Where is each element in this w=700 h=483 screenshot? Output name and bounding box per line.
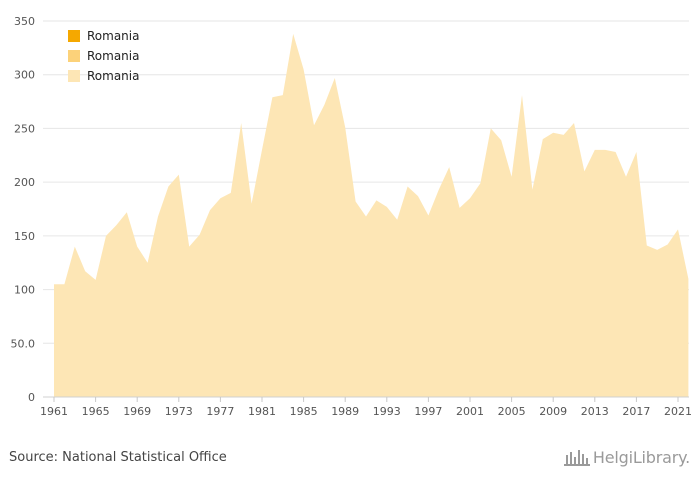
- area-series-romania[interactable]: [54, 33, 689, 397]
- x-tick-label: 2017: [622, 405, 650, 418]
- y-tick-label: 200: [14, 176, 35, 189]
- y-tick-label: 0: [28, 391, 35, 404]
- y-tick-label: 350: [14, 15, 35, 28]
- y-tick-label: 100: [14, 284, 35, 297]
- legend-label-2[interactable]: Romania: [87, 49, 139, 63]
- legend-label-1[interactable]: Romania: [87, 29, 139, 43]
- legend-swatch-3: [68, 70, 80, 82]
- x-tick-label: 2013: [581, 405, 609, 418]
- legend-label-3[interactable]: Romania: [87, 69, 139, 83]
- legend[interactable]: Romania Romania Romania: [68, 29, 139, 83]
- x-tick-labels: 1961 1965 1969 1973 1977 1981 1985 1989 1993 1997…: [40, 397, 692, 418]
- legend-swatch-2: [68, 50, 80, 62]
- x-tick-label: 1981: [248, 405, 276, 418]
- x-tick-label: 1993: [373, 405, 401, 418]
- library-icon: [563, 449, 590, 466]
- x-tick-label: 1985: [290, 405, 318, 418]
- x-tick-label: 1973: [165, 405, 193, 418]
- x-tick-label: 1989: [331, 405, 359, 418]
- y-tick-label: 300: [14, 69, 35, 82]
- area-series: [54, 33, 689, 397]
- x-tick-label: 2005: [498, 405, 526, 418]
- y-tick-label: 50.0: [11, 337, 36, 350]
- y-tick-labels: 0 50.0 100 150 200 250 300 350: [11, 15, 36, 404]
- x-tick-label: 2009: [539, 405, 567, 418]
- brand-name: HelgiLibrary.: [592, 448, 690, 467]
- y-tick-label: 250: [14, 122, 35, 135]
- x-tick-label: 1997: [414, 405, 442, 418]
- brand-logo: HelgiLibrary.: [563, 448, 690, 467]
- y-tick-label: 150: [14, 230, 35, 243]
- x-tick-label: 1969: [123, 405, 151, 418]
- source-note: Source: National Statistical Office: [9, 450, 227, 465]
- x-tick-label: 2001: [456, 405, 484, 418]
- x-tick-label: 1961: [40, 405, 68, 418]
- x-tick-label: 1977: [206, 405, 234, 418]
- x-tick-label: 1965: [82, 405, 110, 418]
- x-tick-label: 2021: [664, 405, 692, 418]
- legend-swatch-1: [68, 30, 80, 42]
